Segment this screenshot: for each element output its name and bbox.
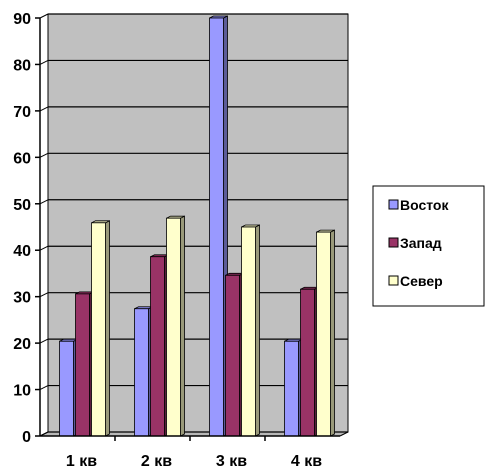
bar xyxy=(166,215,185,437)
bar-front xyxy=(209,17,224,437)
legend-swatch xyxy=(388,237,399,248)
legend-swatch xyxy=(388,275,399,286)
gridline-side xyxy=(39,385,49,391)
legend-label: Восток xyxy=(400,197,449,213)
bar-front xyxy=(91,222,106,437)
bar xyxy=(209,15,228,437)
x-tick-label: 1 кв xyxy=(66,453,97,470)
legend-item: Север xyxy=(388,273,443,289)
y-tick-label: 40 xyxy=(13,243,31,260)
legend-label: Север xyxy=(400,273,443,289)
y-tick-label: 60 xyxy=(13,150,31,167)
gridline-side xyxy=(39,152,49,158)
axis-corner xyxy=(339,431,349,437)
gridline-side xyxy=(39,59,49,65)
x-axis-tick-labels: 1 кв 2 кв 3 кв 4 кв xyxy=(66,453,322,470)
bar-front xyxy=(241,226,256,437)
bar xyxy=(316,229,335,437)
bar xyxy=(225,272,244,437)
gridline-side xyxy=(39,106,49,112)
legend-swatch xyxy=(388,199,399,210)
y-tick-label: 0 xyxy=(22,429,31,446)
bar-front xyxy=(150,256,165,437)
y-axis-tick-labels: 0 10 20 30 40 50 60 70 80 90 xyxy=(13,11,31,446)
gridline-side xyxy=(39,292,49,298)
bar-front xyxy=(134,308,149,437)
y-tick-label: 70 xyxy=(13,104,31,121)
bar-side xyxy=(180,215,185,437)
y-tick-label: 80 xyxy=(13,57,31,74)
axis-corner xyxy=(39,431,49,437)
legend-item: Запад xyxy=(388,235,442,251)
axes xyxy=(39,18,349,441)
bar xyxy=(75,291,94,437)
gridline-side xyxy=(39,245,49,251)
x-tick-label: 4 кв xyxy=(291,453,322,470)
y-tick-label: 30 xyxy=(13,290,31,307)
bar xyxy=(284,338,303,437)
bar-front xyxy=(225,274,240,437)
bar-front xyxy=(284,340,299,437)
bar xyxy=(134,306,153,437)
bar-side xyxy=(105,220,110,437)
x-tick-label: 2 кв xyxy=(141,453,172,470)
legend: Восток Запад Север xyxy=(372,185,485,307)
y-tick-label: 90 xyxy=(13,11,31,28)
bar xyxy=(150,254,169,437)
bar xyxy=(91,220,110,437)
bar-front xyxy=(59,340,74,437)
gridline-side xyxy=(39,338,49,344)
bar-front xyxy=(75,293,90,437)
y-tick-label: 10 xyxy=(13,383,31,400)
gridline-side xyxy=(39,199,49,205)
bar xyxy=(300,286,319,437)
bars xyxy=(59,15,335,437)
x-tick-label: 3 кв xyxy=(216,453,247,470)
legend-item: Восток xyxy=(388,197,449,213)
bar-front xyxy=(316,231,331,437)
bar xyxy=(59,338,78,437)
y-tick-label: 50 xyxy=(13,197,31,214)
bar-side xyxy=(330,229,335,437)
y-tick-label: 20 xyxy=(13,336,31,353)
bar xyxy=(241,224,260,437)
bar-front xyxy=(166,217,181,437)
bar-side xyxy=(255,224,260,437)
bar-front xyxy=(300,288,315,437)
legend-label: Запад xyxy=(400,235,442,251)
plot-floor xyxy=(40,432,348,436)
gridline-side xyxy=(39,13,49,19)
